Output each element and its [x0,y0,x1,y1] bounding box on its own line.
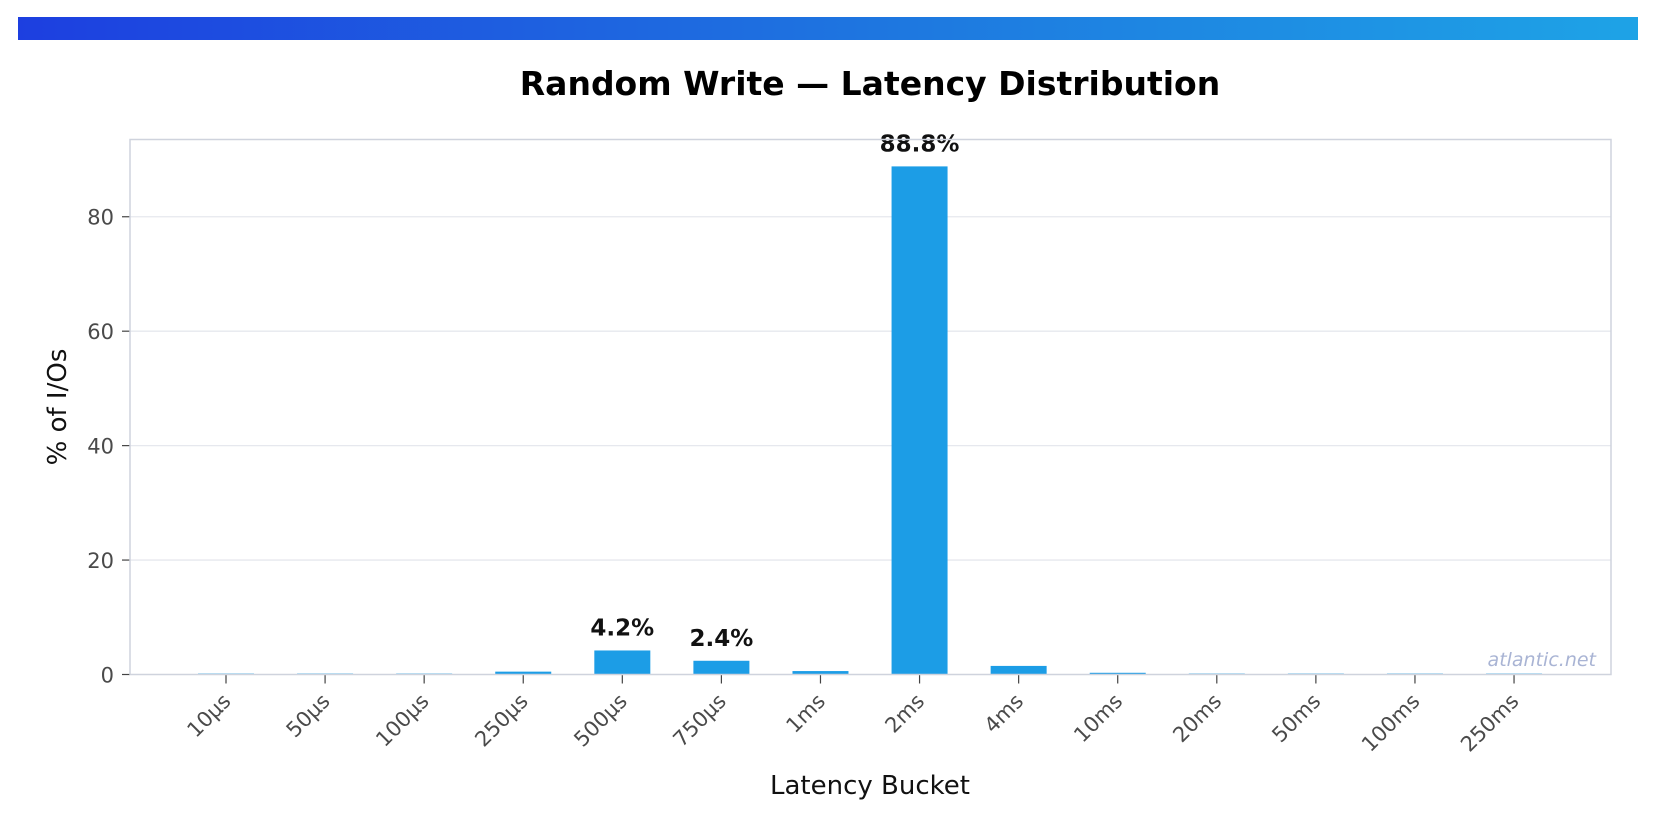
chart-title: Random Write — Latency Distribution [520,64,1220,103]
bar [594,650,651,675]
x-axis-ticks: 10µs 50µs 100µs 250µs 500µs 750µs 1ms 2ms 4ms 10m… [182,674,1524,757]
x-tick-label: 20ms [1168,689,1226,747]
x-tick-label: 50µs [282,689,335,742]
x-tick-label: 100µs [371,689,434,752]
x-tick-label: 250ms [1456,689,1524,757]
plot-frame [129,138,1612,676]
bars [198,166,1543,675]
data-labels: 4.2% 2.4% 88.8% [590,131,959,651]
bar-value-label: 88.8% [880,131,960,157]
y-axis-label: % of I/Os [43,349,73,466]
bar [891,166,948,675]
bar [792,671,849,675]
x-tick-label: 50ms [1267,689,1325,747]
bar-value-label: 4.2% [590,615,654,641]
bar [1089,672,1146,675]
x-tick-label: 250µs [470,689,533,752]
x-tick-label: 10ms [1069,689,1127,747]
x-tick-label: 4ms [980,689,1029,738]
y-tick-label: 60 [87,320,114,344]
bar [693,660,750,675]
x-tick-label: 10µs [182,689,235,742]
header-gradient-bar [18,17,1638,40]
bar [495,671,552,675]
bar [990,665,1047,675]
x-tick-label: 2ms [880,689,929,738]
gridlines [130,216,1611,561]
watermark: atlantic.net [1488,649,1598,671]
y-axis-ticks: 0 20 40 60 80 [87,206,130,688]
x-tick-label: 100ms [1357,689,1425,757]
y-tick-label: 80 [87,206,114,230]
y-tick-label: 40 [87,435,114,459]
y-tick-label: 20 [87,549,114,573]
x-axis-label: Latency Bucket [770,771,970,801]
y-tick-label: 0 [101,664,114,688]
x-tick-label: 750µs [668,689,731,752]
x-tick-label: 500µs [569,689,632,752]
bar-value-label: 2.4% [690,626,754,652]
x-tick-label: 1ms [781,689,830,738]
